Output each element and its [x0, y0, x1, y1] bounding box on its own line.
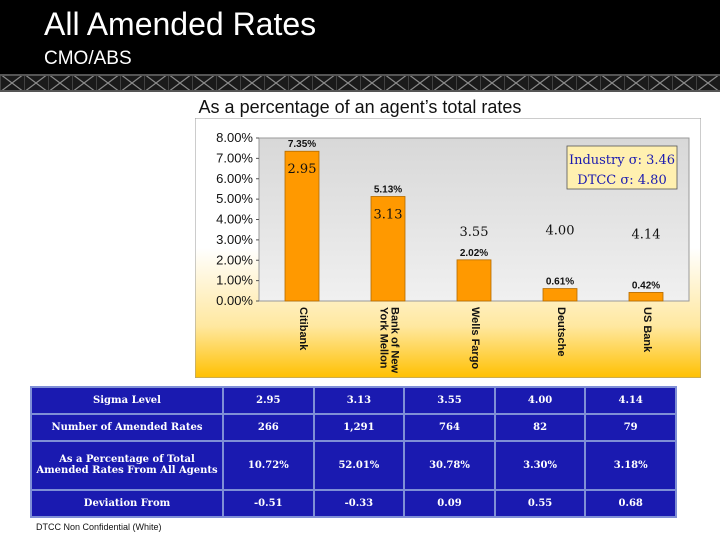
table-cell: 3.30% [493, 439, 587, 492]
table-cell: -0.51 [222, 489, 315, 518]
table-cell: 0.68 [584, 489, 677, 518]
table-cell: 0.09 [403, 489, 496, 518]
table-cell: 4.00 [493, 386, 587, 415]
bar-us-bank [628, 292, 664, 302]
bar-sigma-label: 3.55 [460, 225, 489, 240]
y-tick-label: 4.00% [216, 212, 253, 227]
slide-title: All Amended Rates [44, 6, 317, 42]
slide-header: All Amended Rates CMO/ABS [0, 0, 720, 74]
table-cell: 52.01% [312, 439, 406, 492]
y-tick-label: 2.00% [216, 252, 253, 267]
table-cell: 2.95 [222, 386, 315, 415]
table-cell: 3.55 [403, 386, 496, 415]
legend: Industry σ: 3.46 DTCC σ: 4.80 [566, 145, 678, 190]
table-cell: 1,291 [312, 412, 406, 442]
table-cell: 0.55 [493, 489, 587, 518]
x-category-text: Bank of New [389, 307, 401, 373]
bar-sigma-label: 4.14 [632, 227, 661, 242]
footer-classification: DTCC Non Confidential (White) [36, 522, 162, 532]
x-category-label: Deutsche [555, 307, 567, 357]
row-header: Sigma Level [30, 386, 224, 415]
table-cell: 266 [222, 412, 315, 442]
bar-value-label: 2.02% [460, 248, 488, 259]
table-cell: 30.78% [403, 439, 496, 492]
table-row: Sigma Level 2.95 3.13 3.55 4.00 4.14 [30, 386, 677, 415]
x-category-text: Deutsche [555, 307, 567, 357]
y-tick-label: 1.00% [216, 273, 253, 288]
table-row: As a Percentage of Total Amended Rates F… [30, 439, 677, 492]
table-cell: 3.18% [584, 439, 677, 492]
bar-citibank [284, 150, 320, 302]
row-header: As a Percentage of Total Amended Rates F… [30, 439, 224, 492]
bar-value-label: 0.42% [632, 280, 660, 291]
row-header: Deviation From [30, 489, 224, 518]
x-category-label: Wells Fargo [469, 307, 481, 369]
bar-bank-of-new-york-mellon [370, 196, 406, 302]
table-cell: 79 [584, 412, 677, 442]
x-category-label: Citibank [297, 307, 309, 351]
table-cell: 4.14 [584, 386, 677, 415]
x-category-text: Citibank [297, 307, 309, 351]
bar-series: 7.35% 2.95 5.13% 3.13 2.02% 3.55 0.61% 4.00 0.42… [284, 139, 664, 302]
y-tick-label: 3.00% [216, 232, 253, 247]
x-category-label: US Bank [641, 307, 653, 353]
truss-pattern [0, 74, 720, 92]
bar-sigma-label: 3.13 [374, 207, 403, 222]
row-header: Number of Amended Rates [30, 412, 224, 442]
x-category-text: York Mellon [378, 307, 390, 369]
bar-wells-fargo [456, 259, 492, 302]
table-cell: 82 [493, 412, 587, 442]
bar-sigma-label: 2.95 [288, 162, 317, 177]
legend-dtcc-sigma: DTCC σ: 4.80 [577, 173, 666, 188]
table-row: Deviation From -0.51 -0.33 0.09 0.55 0.68 [30, 489, 677, 518]
table-row: Number of Amended Rates 266 1,291 764 82 79 [30, 412, 677, 442]
chart-svg: 0.00% 1.00% 2.00% 3.00% 4.00% 5.00% 6.00% 7.00%… [194, 117, 702, 379]
table-cell: 3.13 [312, 386, 406, 415]
y-axis: 0.00% 1.00% 2.00% 3.00% 4.00% 5.00% 6.00% 7.00%… [216, 130, 259, 308]
bar-value-label: 7.35% [288, 139, 316, 150]
bar-deutsche [542, 288, 578, 302]
table-cell: 10.72% [222, 439, 315, 492]
y-tick-label: 0.00% [216, 293, 253, 308]
legend-box [566, 145, 678, 190]
y-tick-label: 6.00% [216, 171, 253, 186]
table-cell: 764 [403, 412, 496, 442]
sigma-table: Sigma Level 2.95 3.13 3.55 4.00 4.14 Number of… [30, 386, 677, 518]
chart-title: As a percentage of an agent’s total rate… [198, 97, 522, 117]
x-category-text: US Bank [641, 307, 653, 353]
y-tick-label: 7.00% [216, 150, 253, 165]
bar-sigma-label: 4.00 [546, 224, 575, 239]
y-tick-label: 8.00% [216, 130, 253, 145]
y-tick-label: 5.00% [216, 191, 253, 206]
table-cell: -0.33 [312, 489, 406, 518]
decorative-band [0, 74, 720, 92]
x-category-text: Wells Fargo [469, 307, 481, 369]
bar-value-label: 0.61% [546, 277, 574, 288]
legend-industry-sigma: Industry σ: 3.46 [569, 153, 675, 168]
bar-value-label: 5.13% [374, 184, 402, 195]
bar-chart: 0.00% 1.00% 2.00% 3.00% 4.00% 5.00% 6.00% 7.00%… [194, 117, 702, 379]
slide-subtitle: CMO/ABS [44, 48, 132, 69]
